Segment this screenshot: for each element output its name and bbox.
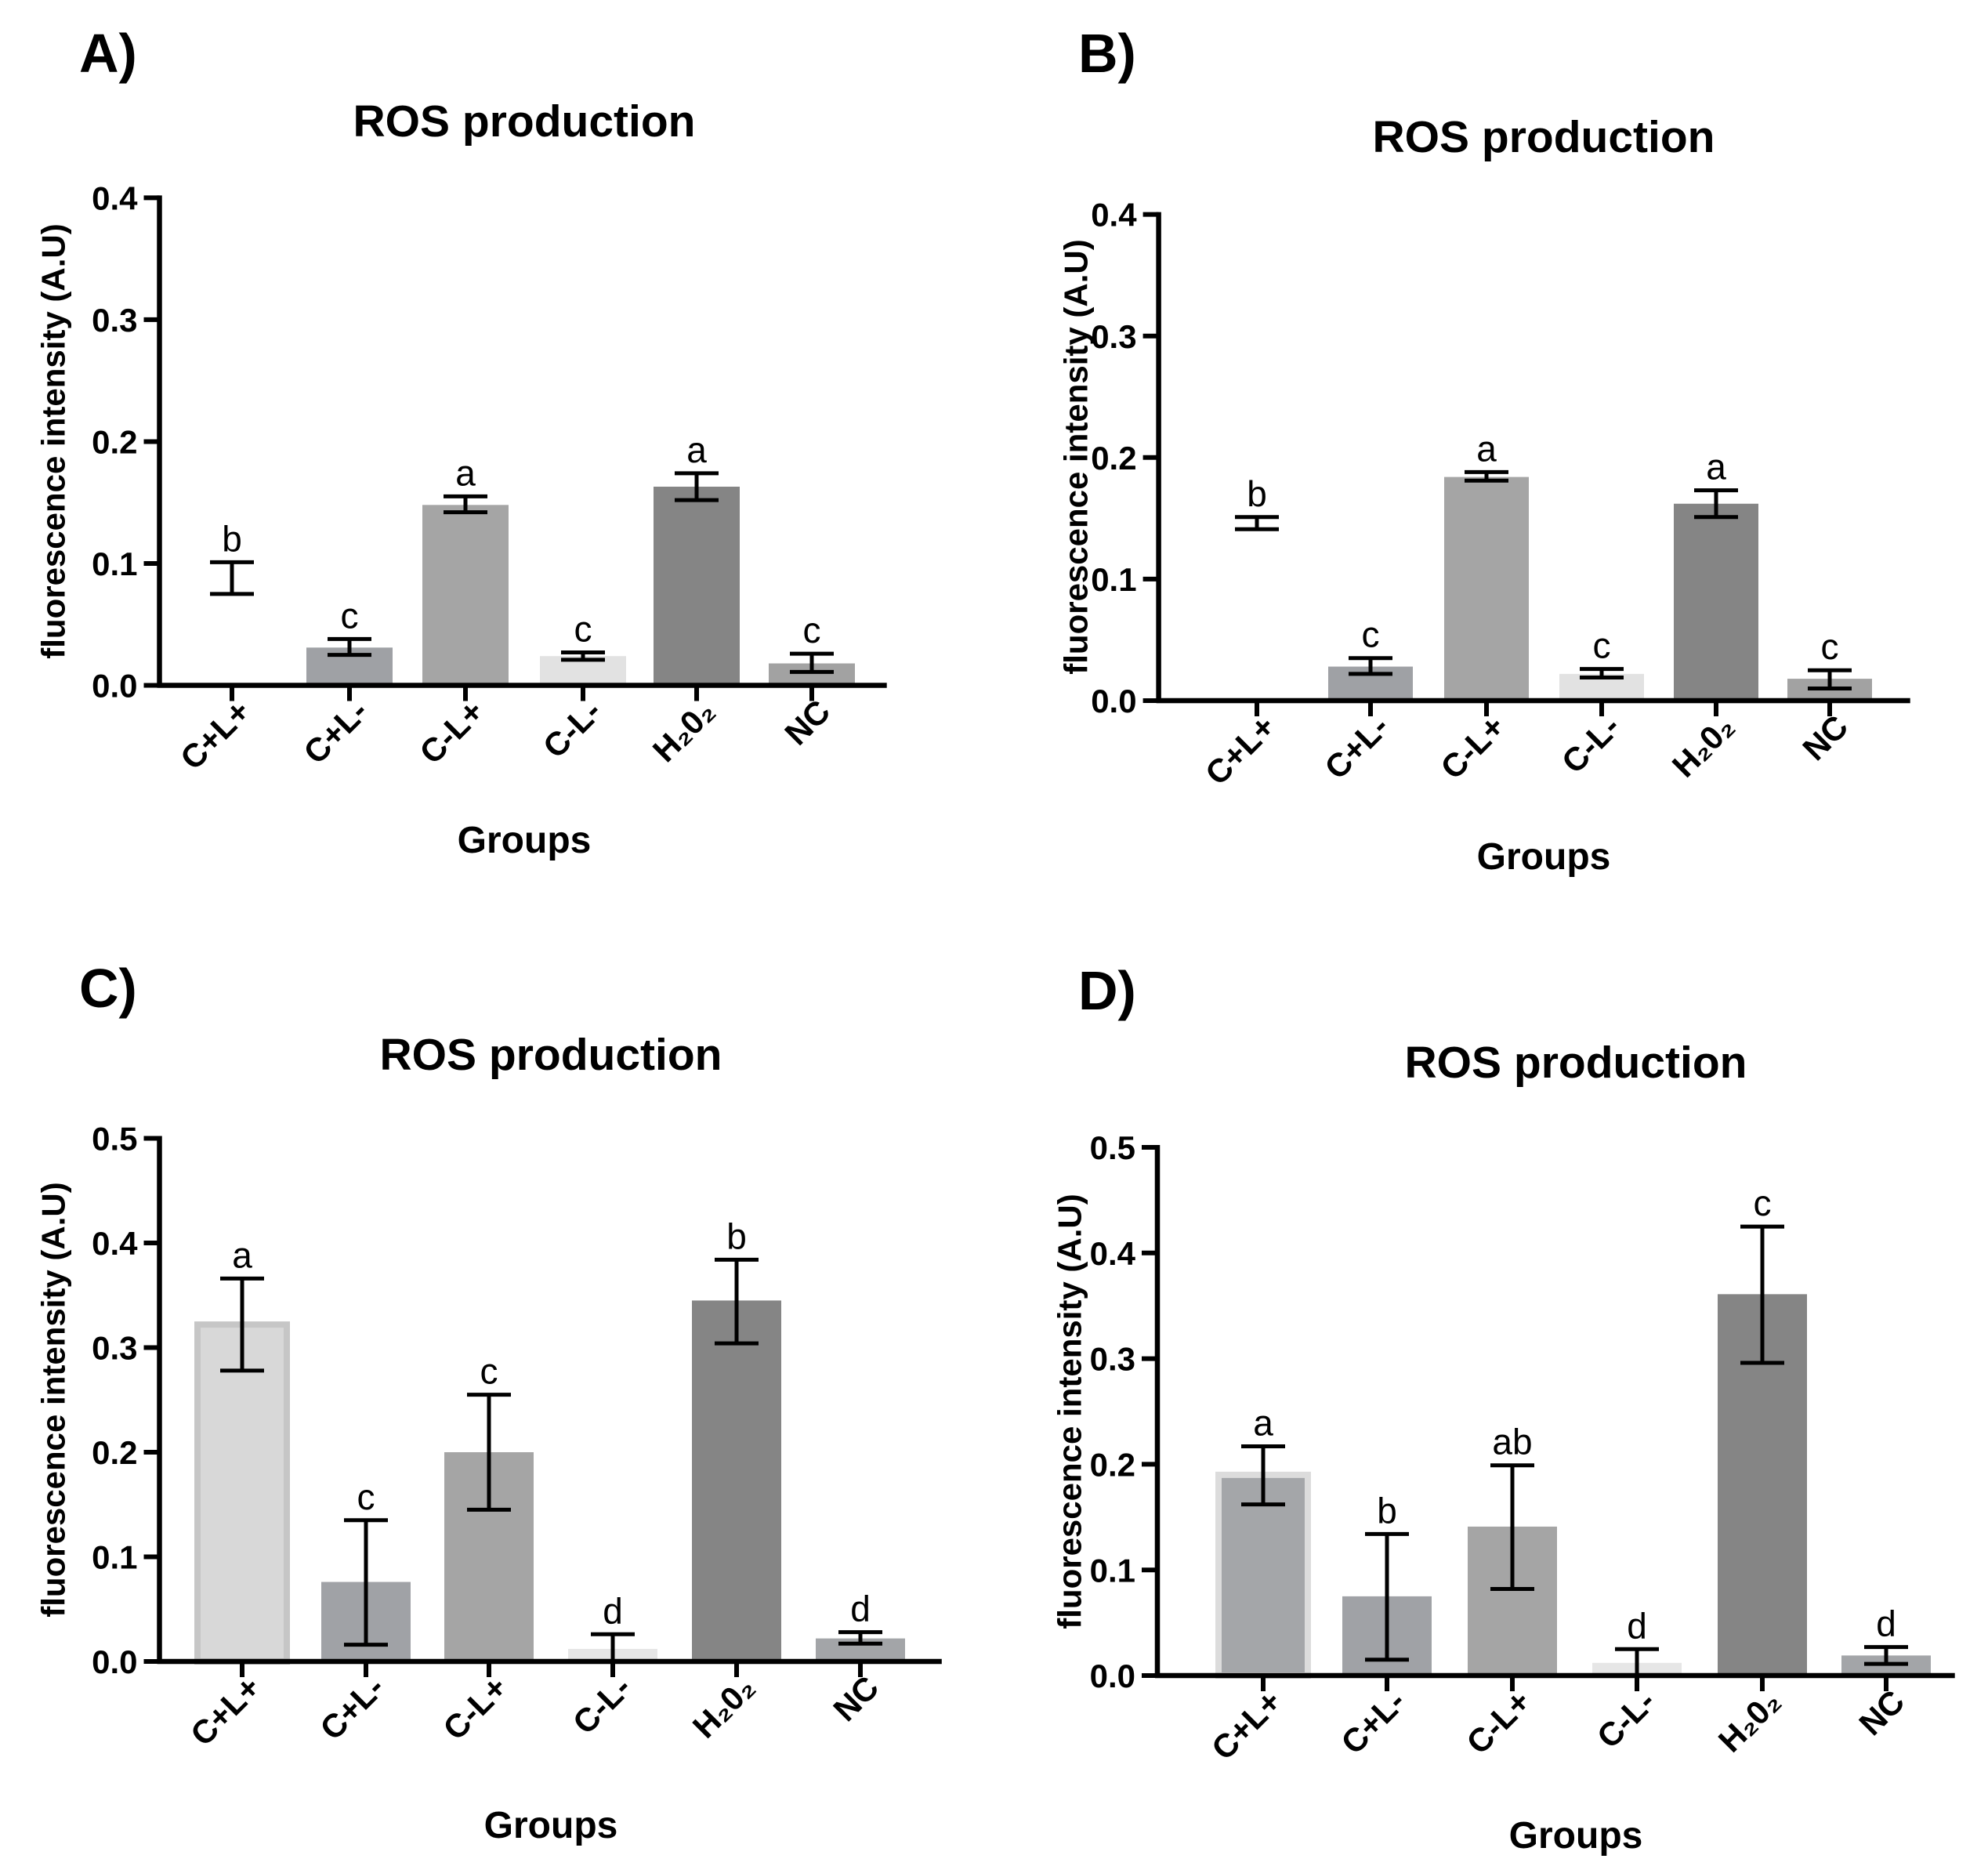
significance-letter: ab <box>1492 1422 1532 1462</box>
significance-letter: c <box>1362 614 1380 655</box>
error-bar <box>444 494 487 515</box>
y-tick-label: 0.0 <box>92 668 137 705</box>
x-axis-label: Groups <box>1509 1815 1643 1857</box>
error-bar <box>1490 1463 1534 1591</box>
bar-H₂0₂ <box>692 1300 781 1661</box>
y-tick-label: 0.4 <box>1090 1235 1136 1272</box>
panel-label: B) <box>1078 23 1136 84</box>
significance-letter: d <box>850 1589 871 1629</box>
significance-letter: c <box>1593 625 1611 666</box>
y-tick-label: 0.2 <box>92 424 137 461</box>
bar-C-L+ <box>1444 476 1529 701</box>
error-bar <box>1808 668 1852 690</box>
error-bar <box>1349 656 1392 676</box>
error-bar <box>1694 488 1738 520</box>
y-tick-label: 0.4 <box>92 1225 138 1262</box>
y-tick-label: 0.4 <box>92 180 138 217</box>
error-bar <box>561 650 605 662</box>
bar-C+L+ <box>1215 523 1299 701</box>
y-tick-label: 0.3 <box>1090 1341 1135 1378</box>
significance-letter: a <box>686 429 707 470</box>
y-axis-label: fluorescence intensity (A.U) <box>35 1182 72 1617</box>
y-tick-label: 0.3 <box>92 302 137 339</box>
y-tick-label: 0.2 <box>1090 1447 1135 1484</box>
y-tick-label: 0.1 <box>92 545 137 582</box>
error-bar <box>467 1393 511 1512</box>
error-bar <box>591 1632 635 1664</box>
y-tick-label: 0.2 <box>92 1434 137 1471</box>
significance-letter: c <box>803 610 821 650</box>
significance-letter: c <box>1754 1183 1772 1223</box>
significance-letter: b <box>1377 1490 1397 1531</box>
y-tick-label: 0.1 <box>1091 561 1136 598</box>
significance-letter: a <box>1476 428 1497 469</box>
bar-H₂0₂ <box>1674 503 1758 701</box>
y-tick-label: 0.3 <box>1091 318 1136 355</box>
x-axis-label: Groups <box>484 1805 618 1846</box>
significance-letter: d <box>1876 1603 1896 1644</box>
error-bar <box>220 1276 264 1373</box>
y-tick-label: 0.5 <box>1090 1129 1135 1166</box>
chart-title: ROS production <box>353 96 696 147</box>
significance-letter: c <box>341 595 359 636</box>
x-axis-label: Groups <box>458 820 592 861</box>
error-bar <box>344 1518 388 1647</box>
error-bar <box>838 1630 882 1646</box>
chart-title: ROS production <box>1373 112 1715 162</box>
y-axis-label: fluorescence intensity (A.U) <box>1052 1194 1088 1629</box>
error-bar <box>715 1257 759 1346</box>
panel-a: A) ROS production Groups fluorescence inten… <box>35 23 887 861</box>
error-bar <box>328 636 371 658</box>
significance-letter: a <box>455 452 476 493</box>
significance-letter: b <box>222 518 242 559</box>
significance-letter: a <box>1706 447 1726 487</box>
y-tick-label: 0.0 <box>1091 683 1136 719</box>
error-bar <box>1365 1531 1409 1662</box>
x-axis-label: Groups <box>1477 836 1611 878</box>
y-axis-label: fluorescence intensity (A.U) <box>35 223 72 658</box>
panel-label: A) <box>79 23 137 84</box>
significance-letter: a <box>1253 1402 1273 1443</box>
bar-C+L+ <box>189 578 275 686</box>
chart-title: ROS production <box>380 1030 722 1080</box>
bar-H₂0₂ <box>654 486 740 686</box>
significance-letter: c <box>1821 626 1839 667</box>
error-bar <box>1864 1645 1908 1666</box>
significance-letter: c <box>357 1476 375 1517</box>
panel-label: D) <box>1078 960 1136 1021</box>
y-tick-label: 0.1 <box>92 1539 137 1576</box>
y-tick-label: 0.1 <box>1090 1552 1135 1589</box>
panel-label: C) <box>79 958 137 1019</box>
bar-C+L+ <box>194 1321 290 1665</box>
error-bar <box>1241 1444 1285 1507</box>
error-bar <box>1235 515 1279 531</box>
bar-C-L+ <box>422 505 509 686</box>
chart-title: ROS production <box>1405 1038 1747 1088</box>
bar-C+L+ <box>1215 1471 1311 1679</box>
error-bar <box>790 651 834 674</box>
y-tick-label: 0.5 <box>92 1121 137 1158</box>
significance-letter: d <box>1627 1605 1647 1646</box>
error-bar <box>210 560 254 596</box>
significance-letter: a <box>232 1234 252 1275</box>
y-tick-label: 0.2 <box>1091 440 1136 476</box>
error-bar <box>675 471 719 502</box>
y-tick-label: 0.0 <box>92 1643 137 1680</box>
significance-letter: d <box>603 1590 623 1631</box>
significance-letter: b <box>726 1216 747 1256</box>
y-tick-label: 0.3 <box>92 1330 137 1367</box>
significance-letter: c <box>574 609 592 650</box>
y-axis-label: fluorescence intensity (A.U) <box>1058 239 1095 674</box>
error-bar <box>1740 1224 1784 1365</box>
error-bar <box>1615 1647 1659 1678</box>
significance-letter: c <box>480 1351 498 1392</box>
y-tick-label: 0.4 <box>1091 197 1137 234</box>
error-bar <box>1580 667 1624 680</box>
error-bar <box>1465 469 1508 483</box>
y-tick-label: 0.0 <box>1090 1658 1135 1694</box>
significance-letter: b <box>1247 473 1267 514</box>
